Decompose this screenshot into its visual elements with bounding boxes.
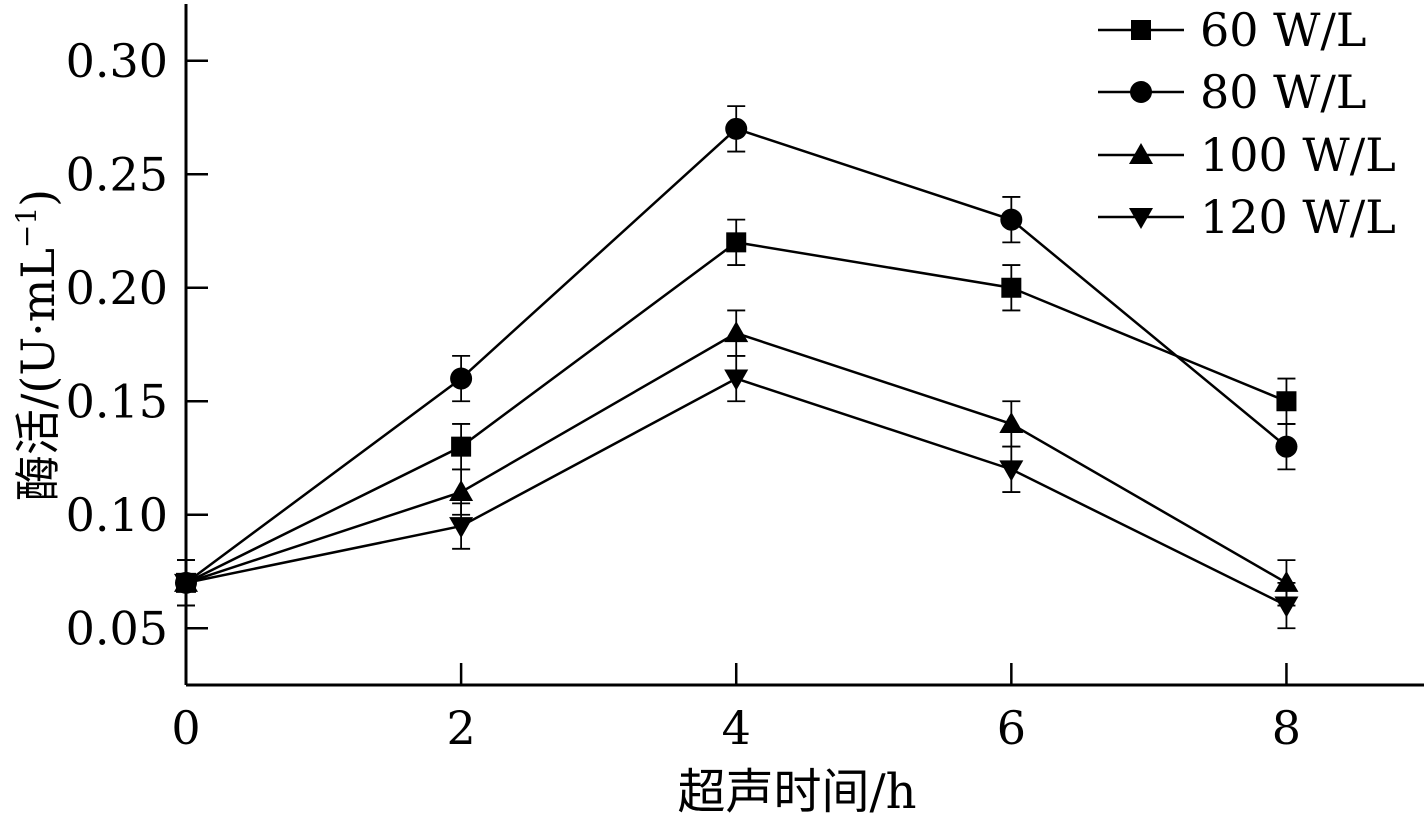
x-tick-label: 0: [171, 701, 200, 755]
data-point: [999, 460, 1024, 482]
y-tick-label: 0.20: [66, 261, 168, 315]
legend-label: 120 W/L: [1200, 190, 1396, 244]
legend-item: 80 W/L: [1098, 65, 1366, 119]
data-point: [449, 480, 474, 502]
y-tick-label: 0.25: [66, 147, 168, 201]
x-tick-label: 6: [997, 701, 1026, 755]
data-point: [1275, 435, 1298, 458]
legend-item: 60 W/L: [1098, 3, 1366, 57]
data-point: [451, 436, 472, 457]
y-axis-title: 酶活/(U·mL−1): [10, 189, 65, 501]
series-0: [176, 218, 1297, 607]
y-tick-label: 0.15: [66, 374, 168, 428]
axes-layer: [184, 4, 1424, 687]
y-axis-title-superscript: −1: [10, 207, 43, 248]
data-point: [999, 411, 1024, 433]
legend-marker: [1130, 81, 1152, 103]
y-tick-label: 0.05: [66, 601, 168, 655]
series-2: [174, 309, 1299, 607]
data-point: [1000, 208, 1023, 231]
y-axis-title-close: ): [11, 189, 65, 207]
x-tick-label: 4: [722, 701, 751, 755]
legend-marker: [1131, 20, 1151, 40]
data-point: [724, 321, 749, 343]
data-point: [449, 517, 474, 539]
legend-label: 60 W/L: [1200, 3, 1366, 57]
data-point: [724, 369, 749, 391]
data-point: [725, 117, 748, 140]
legend: 60 W/L 80 W/L 100 W/L 120 W/L: [1098, 3, 1396, 244]
x-tick-label: 8: [1272, 701, 1301, 755]
legend-label: 80 W/L: [1200, 65, 1366, 119]
y-ticks: 0.05 0.10 0.15 0.20 0.25 0.30: [66, 34, 208, 655]
data-point: [450, 367, 473, 390]
data-point: [726, 232, 747, 253]
legend-marker: [1129, 208, 1153, 229]
data-point: [1274, 570, 1299, 592]
legend-marker: [1129, 143, 1153, 164]
y-axis-title-main: 酶活/(U·mL: [11, 248, 65, 501]
data-point: [1276, 391, 1297, 412]
y-tick-label: 0.30: [66, 34, 168, 88]
legend-item: 120 W/L: [1098, 190, 1396, 244]
y-tick-label: 0.10: [66, 488, 168, 542]
data-point: [1274, 596, 1299, 618]
series-line: [185, 241, 1287, 584]
x-ticks: 0 2 4 6 8: [171, 663, 1301, 755]
series-layer: [174, 105, 1299, 630]
x-axis-title: 超声时间/h: [677, 764, 916, 820]
x-tick-label: 2: [446, 701, 475, 755]
data-point: [1001, 277, 1022, 298]
legend-item: 100 W/L: [1098, 128, 1396, 182]
legend-label: 100 W/L: [1200, 128, 1396, 182]
series-line: [185, 377, 1287, 607]
